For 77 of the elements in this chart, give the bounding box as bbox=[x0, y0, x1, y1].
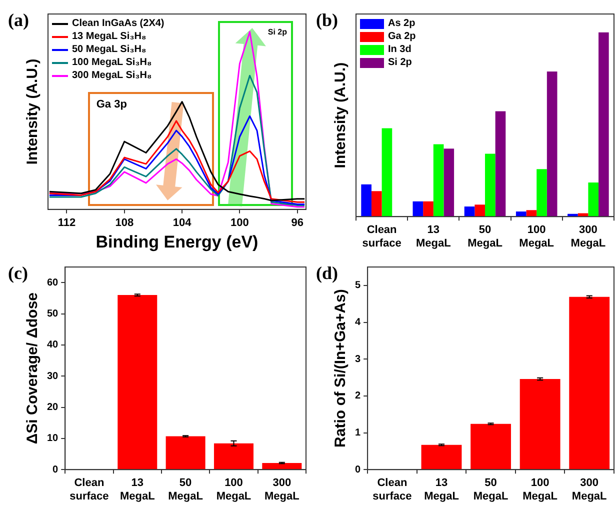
legend-label: In 3d bbox=[388, 43, 412, 56]
x-tick-label: 300 MegaL bbox=[264, 477, 300, 502]
x-tick-label: 50 MegaL bbox=[473, 477, 508, 502]
y-tick-label: 30 bbox=[47, 370, 59, 382]
bar bbox=[214, 443, 254, 470]
y-axis-title: Ratio of Si/(In+Ga+As) bbox=[332, 289, 350, 448]
bar bbox=[412, 201, 424, 217]
legend-label: 100 MegaL Si₃H₈ bbox=[72, 56, 152, 69]
x-tick-label: 50 MegaL bbox=[168, 477, 204, 502]
x-tick-label: 100 bbox=[230, 217, 249, 230]
x-tick-label: 100 MegaL bbox=[519, 224, 554, 250]
bar bbox=[361, 184, 372, 217]
x-tick-label: 108 bbox=[115, 217, 134, 230]
y-tick-label: 10 bbox=[47, 433, 59, 444]
x-tick-label: 100 MegaL bbox=[522, 477, 558, 502]
legend-label: Ga 2p bbox=[388, 30, 416, 43]
y-tick-label: 0 bbox=[52, 464, 59, 476]
bar bbox=[520, 378, 560, 470]
legend-label: Si 2p bbox=[388, 56, 412, 69]
x-tick-label: 13 MegaL bbox=[416, 224, 452, 250]
legend-label: 300 MegaL Si₃H₈ bbox=[72, 69, 152, 82]
x-tick-label: 112 bbox=[58, 217, 76, 230]
bar bbox=[598, 32, 609, 217]
bar bbox=[485, 154, 496, 217]
y-tick-label: 1 bbox=[355, 428, 361, 439]
y-tick-label: 50 bbox=[47, 308, 59, 320]
bar bbox=[118, 295, 158, 470]
x-tick-label: 100 MegaL bbox=[216, 477, 252, 502]
bar bbox=[470, 424, 511, 470]
bar bbox=[444, 148, 454, 217]
y-tick-label: 20 bbox=[47, 402, 59, 414]
annotation: Ga 3p bbox=[96, 98, 128, 111]
x-tick-label: Clean surface bbox=[362, 224, 402, 250]
x-tick-label: 300 MegaL bbox=[570, 224, 606, 250]
x-axis-title: Binding Energy (eV) bbox=[96, 232, 258, 252]
y-tick-label: 5 bbox=[355, 280, 361, 292]
x-tick-label: 50 MegaL bbox=[468, 224, 503, 250]
chart-title: (a) bbox=[8, 10, 29, 31]
x-tick-label: 300 MegaL bbox=[572, 477, 608, 502]
bar bbox=[526, 210, 537, 217]
bar bbox=[433, 144, 444, 217]
bar bbox=[464, 206, 475, 217]
bar bbox=[421, 444, 462, 470]
legend-label: 13 MegaL Si₃H₈ bbox=[72, 30, 146, 43]
bar bbox=[262, 463, 302, 470]
x-tick-label: 104 bbox=[172, 217, 192, 230]
y-axis-title: Intensity (A.U.) bbox=[332, 62, 350, 168]
annotation: Si 2p bbox=[268, 27, 288, 36]
x-tick-label: Clean surface bbox=[70, 477, 109, 502]
bar bbox=[371, 191, 382, 217]
bar bbox=[546, 71, 558, 217]
bar bbox=[382, 128, 392, 217]
bar bbox=[569, 296, 610, 470]
y-tick-label: 0 bbox=[355, 464, 361, 476]
chart-title: (c) bbox=[8, 263, 28, 284]
chart-title: (b) bbox=[316, 10, 338, 31]
chart-title: (d) bbox=[316, 263, 338, 284]
legend-label: Clean InGaAs (2X4) bbox=[72, 17, 164, 30]
x-tick-label: 13 MegaL bbox=[120, 477, 156, 502]
x-tick-label: Clean surface bbox=[372, 477, 412, 502]
y-tick-label: 40 bbox=[47, 340, 59, 351]
bar bbox=[536, 169, 547, 217]
legend-label: As 2p bbox=[388, 17, 416, 30]
bar bbox=[166, 436, 206, 470]
y-tick-label: 4 bbox=[355, 317, 361, 328]
y-axis-title: Intensity (A.U.) bbox=[24, 58, 42, 165]
x-tick-label: 13 MegaL bbox=[424, 477, 460, 502]
y-tick-label: 3 bbox=[355, 354, 361, 365]
y-tick-label: 2 bbox=[355, 390, 361, 402]
bar bbox=[588, 182, 599, 217]
legend-label: 50 MegaL Si₃H₈ bbox=[72, 43, 146, 56]
y-tick-label: 60 bbox=[47, 277, 59, 288]
bar bbox=[423, 201, 434, 217]
x-tick-label: 96 bbox=[291, 217, 304, 230]
y-axis-title: ΔSi Coverage/ Δdose bbox=[24, 292, 42, 444]
bar bbox=[474, 204, 485, 217]
bar bbox=[495, 111, 506, 217]
